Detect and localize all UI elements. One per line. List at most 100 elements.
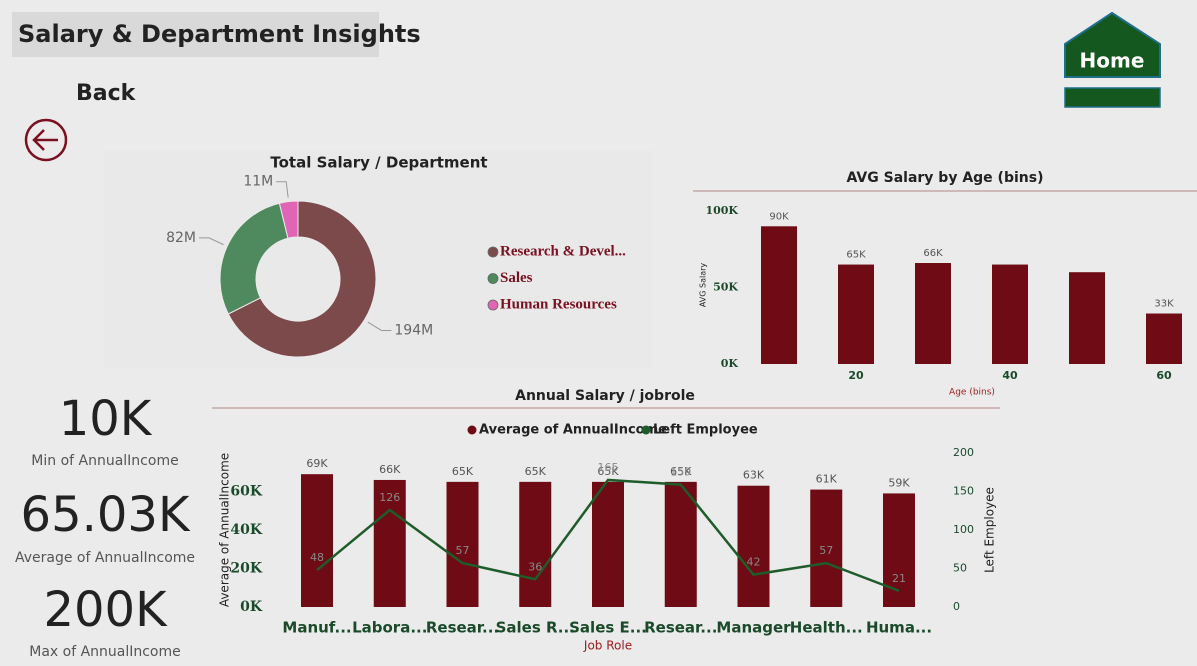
bar <box>301 474 333 607</box>
kpi-value: 10K <box>59 391 153 447</box>
leader-line <box>367 321 392 331</box>
legend-marker <box>487 273 499 284</box>
chart-title: Total Salary / Department <box>270 154 487 172</box>
line-value-label: 57 <box>456 544 470 557</box>
legend-marker <box>487 246 499 258</box>
title-box <box>12 12 379 57</box>
y2-tick-label: 150 <box>953 485 974 498</box>
y-tick-label: 40K <box>230 522 262 538</box>
pie-panel <box>104 150 652 368</box>
legend-marker <box>467 425 477 435</box>
legend-label: Left Employee <box>653 423 758 438</box>
y2-tick-label: 100 <box>953 523 974 536</box>
back-button[interactable] <box>24 118 68 162</box>
home-house <box>1064 11 1161 78</box>
legend-label: Human Resources <box>500 296 617 312</box>
home-button[interactable]: Home <box>1064 11 1161 108</box>
y-tick-label: 0K <box>721 357 739 370</box>
kpi-label: Min of AnnualIncome <box>31 453 178 469</box>
line-series <box>316 478 900 592</box>
bar <box>373 479 406 607</box>
x-axis-title: Job Role <box>583 639 632 653</box>
line-value-label: 48 <box>310 551 324 564</box>
y2-tick-label: 50 <box>953 562 967 575</box>
x-axis-title: Age (bins) <box>949 388 995 398</box>
legend-label: Average of AnnualIncome <box>479 423 667 438</box>
leader-line <box>276 181 289 198</box>
back-label[interactable]: Back <box>76 81 137 106</box>
x-tick-label: 60 <box>1156 369 1172 382</box>
y2-tick-label: 200 <box>953 446 974 459</box>
bar-value-label: 65K <box>452 465 474 478</box>
x-tick-label: Manager <box>716 619 791 637</box>
bar-value-label: 66K <box>923 248 943 259</box>
x-tick-label: Health... <box>790 619 863 637</box>
leader-line <box>199 237 224 246</box>
bar-value-label: 65K <box>597 465 619 478</box>
back-circle <box>24 118 68 162</box>
home-label[interactable]: Home <box>1080 49 1145 73</box>
pie-slice <box>278 200 299 239</box>
kpi-label: Max of AnnualIncome <box>29 644 181 660</box>
line-value-label: 126 <box>379 491 400 504</box>
y2-tick-label: 0 <box>953 600 960 613</box>
y-axis-title: Average of AnnualIncome <box>218 453 232 607</box>
legend-label: Sales <box>500 270 533 286</box>
bar <box>992 264 1028 364</box>
legend-label: Research & Devel... <box>500 243 626 259</box>
y2-axis-title: Left Employee <box>983 487 997 573</box>
x-tick-label: Labora... <box>352 619 427 637</box>
bar <box>915 263 951 364</box>
slice-label: 11M <box>243 174 273 190</box>
chart-title: Annual Salary / jobrole <box>515 388 695 404</box>
y-axis-title: AVG Salary <box>699 263 708 308</box>
y-tick-label: 0K <box>240 599 263 615</box>
bar-value-label: 61K <box>816 473 838 486</box>
bar-value-label: 69K <box>306 457 328 470</box>
x-tick-label: Sales R... <box>496 619 575 637</box>
pie-slice <box>219 202 289 315</box>
x-tick-label: Resear... <box>426 619 499 637</box>
chart-title: AVG Salary by Age (bins) <box>847 170 1044 186</box>
slice-label: 82M <box>166 230 196 246</box>
line-value-label: 42 <box>747 556 761 569</box>
x-tick-label: Huma... <box>866 619 932 637</box>
x-tick-label: Manuf... <box>282 619 351 637</box>
legend-marker <box>641 425 651 435</box>
y-tick-label: 50K <box>713 281 738 294</box>
bar <box>761 226 797 364</box>
bar-value-label: 63K <box>743 469 765 482</box>
x-tick-label: 20 <box>848 369 864 382</box>
bar <box>664 481 697 607</box>
bar <box>519 481 552 607</box>
line-value-label: 165 <box>598 461 619 474</box>
home-base <box>1064 87 1161 108</box>
bar-value-label: 66K <box>379 463 401 476</box>
x-tick-label: Sales E... <box>569 619 647 637</box>
bar-value-label: 90K <box>769 211 789 222</box>
slice-label: 194M <box>394 322 433 338</box>
y-tick-label: 60K <box>230 484 262 500</box>
pie-slice <box>227 200 377 358</box>
kpi-value: 200K <box>43 582 168 638</box>
line-value-label: 159 <box>670 466 691 479</box>
x-tick-label: Resear... <box>644 619 717 637</box>
x-tick-label: 40 <box>1002 369 1018 382</box>
page-title: Salary & Department Insights <box>18 20 421 48</box>
bar-value-label: 33K <box>1154 299 1174 310</box>
bar-value-label: 65K <box>670 465 692 478</box>
bar-value-label: 65K <box>846 250 866 261</box>
y-tick-label: 20K <box>230 561 262 577</box>
kpi-label: Average of AnnualIncome <box>15 550 195 566</box>
y-tick-label: 100K <box>705 204 738 217</box>
bar-value-label: 59K <box>888 476 910 489</box>
bar <box>446 481 479 607</box>
bar <box>592 481 624 607</box>
bar <box>810 489 843 607</box>
line-value-label: 21 <box>892 572 906 585</box>
legend-marker <box>487 299 499 311</box>
bar <box>737 485 770 607</box>
bar <box>838 264 874 364</box>
bar <box>1146 313 1182 364</box>
bar-value-label: 65K <box>525 465 547 478</box>
